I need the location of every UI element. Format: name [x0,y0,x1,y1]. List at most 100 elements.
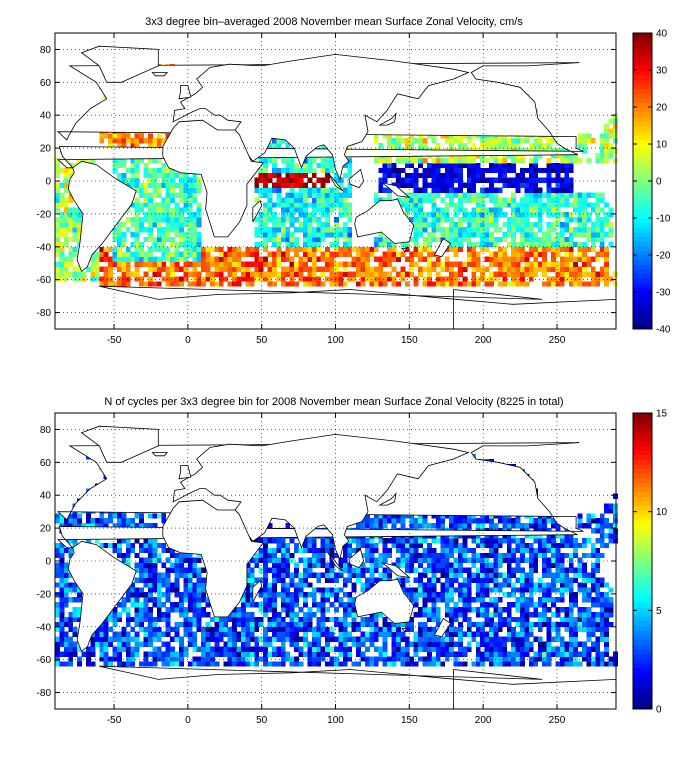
heatmap-cell [320,281,326,287]
heatmap-cell [387,133,392,139]
colorbar-segment [633,287,652,293]
colorbar-segment [633,324,652,330]
heatmap-cell [59,182,65,188]
heatmap-cell [555,246,561,253]
heatmap-cell [139,246,144,253]
heatmap-cell [134,621,140,628]
heatmap-cell [72,266,78,272]
heatmap-cell [125,552,131,559]
heatmap-cell [413,172,419,179]
heatmap-cell [533,246,539,253]
heatmap-cell [342,281,348,287]
heatmap-cell [449,133,455,139]
heatmap-cell [449,523,455,529]
heatmap-cell [63,207,69,213]
heatmap-cell [404,172,410,179]
heatmap-cell [378,157,384,164]
heatmap-cell [139,611,144,618]
heatmap-cell [303,602,308,608]
heatmap-cell [134,523,140,529]
heatmap-cell [254,217,260,223]
heatmap-cell [435,597,441,603]
heatmap-cell [179,177,184,184]
heatmap-cell [382,281,388,287]
heatmap-cell [400,197,406,203]
heatmap-cell [351,567,357,573]
heatmap-cell [520,217,525,223]
heatmap-cell [440,518,446,524]
heatmap-cell [466,557,472,564]
heatmap-cell [170,187,175,193]
heatmap-cell [440,636,446,642]
heatmap-cell [382,256,388,262]
heatmap-cell [303,251,308,258]
heatmap-cell [440,641,446,647]
heatmap-cell [462,217,468,223]
heatmap-cell [462,212,468,218]
heatmap-cell [72,513,78,519]
heatmap-cell [90,266,96,272]
heatmap-cell [311,651,317,657]
heatmap-cell [404,202,410,208]
heatmap-cell [413,207,419,213]
heatmap-cell [329,547,335,554]
heatmap-cell [599,266,605,272]
heatmap-cell [241,276,246,282]
heatmap-cell [533,271,539,277]
heatmap-cell [218,281,224,287]
heatmap-cell [294,236,299,243]
heatmap-cell [125,597,131,603]
heatmap-cell [192,236,198,243]
heatmap-cell [201,251,206,258]
heatmap-cell [475,256,481,262]
heatmap-cell [161,602,167,608]
heatmap-cell [303,256,308,262]
heatmap-cell [515,266,521,272]
heatmap-cell [267,636,273,642]
heatmap-cell [201,611,206,618]
heatmap-cell [125,281,131,287]
heatmap-cell [365,513,370,519]
heatmap-cell [117,631,122,638]
heatmap-cell [431,212,437,218]
heatmap-cell [427,547,432,554]
heatmap-cell [55,236,60,243]
heatmap-cell [524,251,530,258]
heatmap-cell [400,537,406,544]
heatmap-cell [152,266,158,272]
heatmap-cell [112,246,118,253]
heatmap-cell [458,661,463,667]
heatmap-cell [245,636,251,642]
heatmap-cell [241,631,246,638]
heatmap-cell [378,631,384,638]
heatmap-cell [462,143,468,149]
heatmap-cell [103,661,109,667]
heatmap-cell [205,246,211,253]
heatmap-cell [196,616,202,623]
heatmap-cell [351,276,357,282]
heatmap-cell [267,537,273,544]
heatmap-cell [542,202,548,208]
heatmap-cell [103,281,109,287]
heatmap-cell [489,212,494,218]
heatmap-cell [179,592,184,598]
heatmap-cell [263,217,268,223]
heatmap-cell [347,567,353,573]
heatmap-cell [143,197,149,203]
colorbar-segment [633,102,652,108]
heatmap-cell [360,271,366,277]
heatmap-cell [223,266,229,272]
heatmap-cell [86,157,91,164]
heatmap-cell [307,271,313,277]
heatmap-cell [258,256,264,262]
heatmap-cell [489,177,494,184]
heatmap-cell [506,266,512,272]
heatmap-cell [418,542,423,549]
heatmap-cell [143,616,149,623]
heatmap-cell [325,542,330,549]
heatmap-cell [497,167,503,174]
heatmap-cell [112,616,118,623]
heatmap-cell [183,241,189,248]
heatmap-cell [152,187,158,193]
heatmap-cell [528,197,534,203]
